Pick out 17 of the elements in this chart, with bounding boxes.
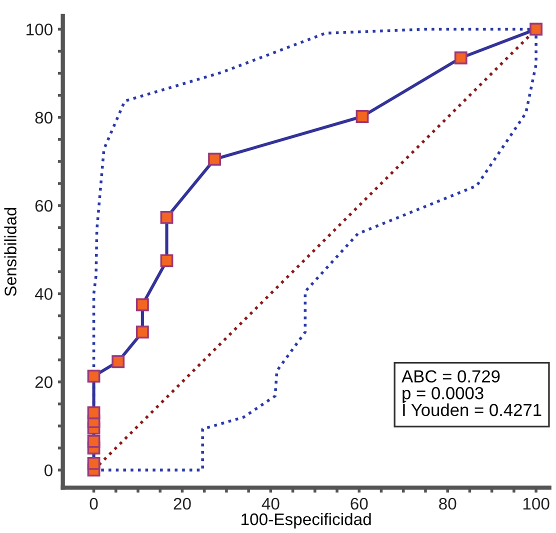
y-tick-label: 0 [44,464,52,476]
annotation: p = 0.0003 [402,387,484,403]
x-tick-label: 80 [439,498,456,510]
x-tick-label: 100 [523,498,550,510]
y-tick-label: 100 [26,24,52,36]
x-tick-label: 40 [262,498,280,510]
x-axis-title: 100-Especificidad [242,512,371,528]
x-tick-label: 20 [174,498,191,510]
annotation: ABC = 0.729 [402,370,500,383]
x-tick-label: 0 [90,498,98,510]
y-tick-label: 20 [35,376,52,388]
y-axis-title: Sensibilidad [4,208,16,296]
y-tick-label: 40 [34,288,52,300]
y-tick-label: 80 [35,112,52,124]
y-tick-label: 60 [35,200,52,212]
x-tick-label: 60 [350,498,368,510]
annotation: Í Youden = 0.4271 [402,400,542,416]
